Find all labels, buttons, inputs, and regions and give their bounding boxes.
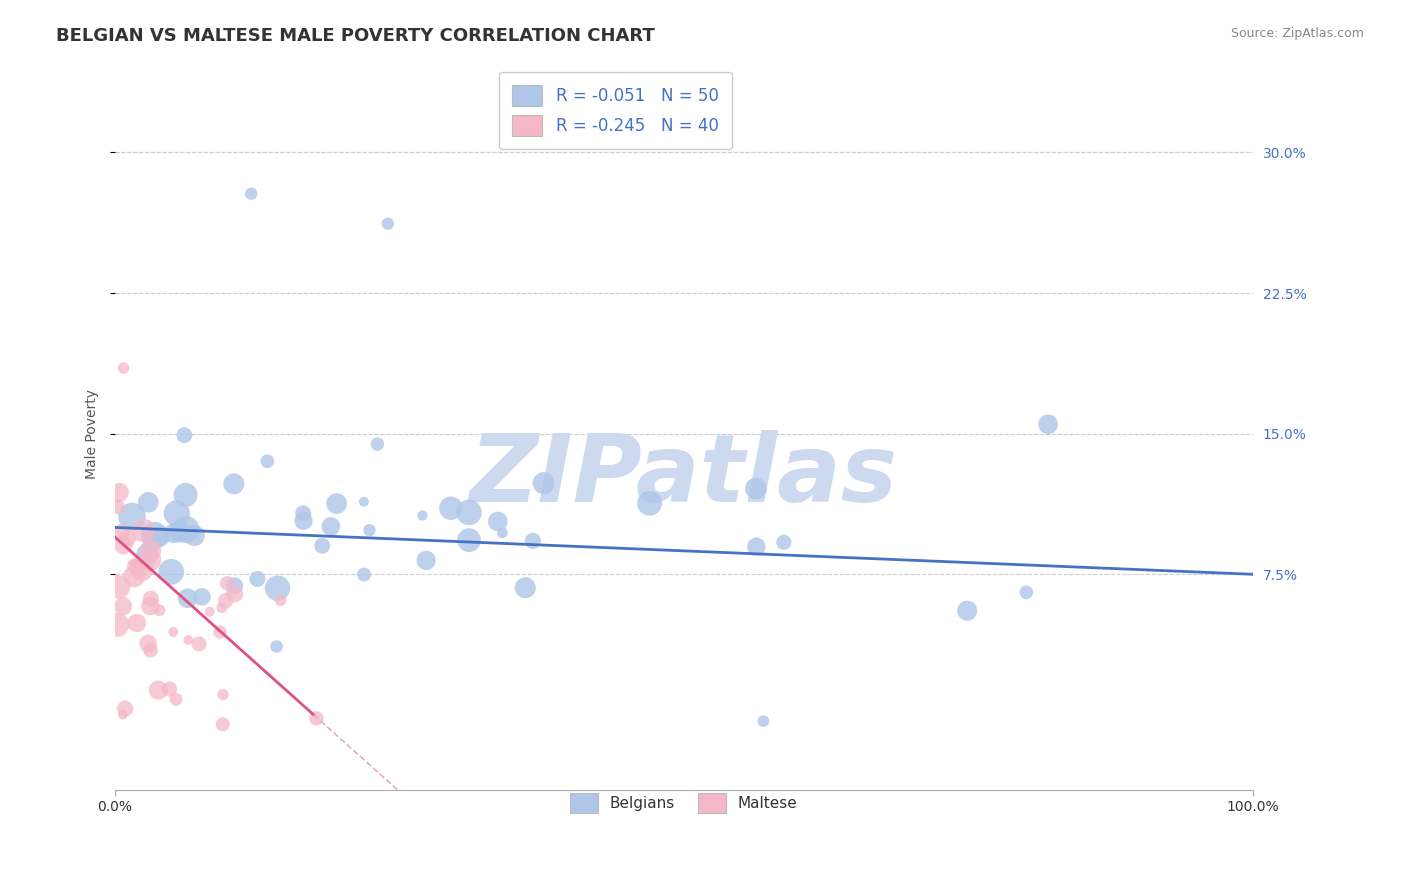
Point (136, 495, 159, 509)
Point (266, 581, 288, 595)
Point (222, 476, 245, 491)
Point (143, 528, 166, 542)
Point (377, 217, 399, 231)
Point (169, 524, 191, 539)
Point (111, 707, 134, 722)
Point (752, 714, 775, 728)
Point (270, 593, 292, 607)
Point (458, 505, 481, 519)
Point (163, 526, 186, 541)
Point (122, 558, 145, 573)
Point (121, 509, 143, 524)
Point (114, 701, 136, 715)
Point (166, 507, 188, 521)
Point (148, 683, 170, 698)
Point (131, 562, 153, 576)
Point (139, 543, 162, 558)
Point (1036, 417, 1059, 432)
Point (183, 528, 205, 542)
Point (111, 524, 134, 539)
Y-axis label: Male Poverty: Male Poverty (86, 389, 100, 479)
Point (359, 523, 381, 537)
Point (139, 643, 162, 657)
Point (211, 717, 233, 731)
Point (458, 533, 481, 548)
Point (176, 591, 198, 606)
Point (160, 565, 183, 579)
Point (198, 605, 221, 619)
Legend: Belgians, Maltese: Belgians, Maltese (558, 780, 810, 825)
Point (112, 538, 135, 552)
Text: BELGIAN VS MALTESE MALE POVERTY CORRELATION CHART: BELGIAN VS MALTESE MALE POVERTY CORRELAT… (56, 27, 655, 45)
Point (105, 618, 128, 632)
Point (266, 640, 288, 654)
Point (149, 529, 172, 543)
Point (745, 540, 768, 554)
Point (136, 636, 159, 650)
Point (127, 558, 149, 573)
Point (139, 599, 162, 614)
Point (217, 576, 239, 591)
Point (125, 615, 148, 630)
Point (319, 519, 342, 533)
Point (138, 553, 160, 567)
Point (292, 507, 315, 521)
Point (107, 580, 129, 594)
Point (224, 579, 246, 593)
Point (208, 625, 231, 640)
Point (136, 548, 159, 562)
Point (415, 553, 437, 567)
Point (111, 599, 134, 614)
Point (139, 591, 162, 606)
Point (353, 567, 375, 582)
Point (956, 604, 979, 618)
Point (411, 508, 433, 523)
Point (173, 428, 195, 442)
Point (366, 437, 388, 451)
Point (491, 525, 513, 540)
Point (745, 482, 768, 496)
Point (240, 186, 263, 201)
Point (638, 496, 661, 510)
Point (177, 632, 200, 647)
Point (522, 533, 544, 548)
Point (149, 603, 172, 617)
Point (211, 600, 233, 615)
Point (246, 572, 269, 586)
Point (174, 488, 197, 502)
Point (165, 692, 187, 706)
Point (191, 590, 214, 604)
Point (292, 514, 315, 528)
Point (188, 637, 211, 651)
Point (486, 515, 509, 529)
Point (112, 361, 135, 376)
Point (108, 485, 131, 500)
Point (159, 681, 181, 696)
Point (353, 494, 375, 508)
Point (772, 535, 794, 549)
Point (515, 581, 537, 595)
Point (162, 624, 184, 639)
Point (117, 531, 139, 545)
Point (107, 500, 129, 514)
Point (1015, 585, 1038, 599)
Point (214, 593, 236, 607)
Text: ZIPatlas: ZIPatlas (470, 431, 898, 523)
Point (440, 501, 463, 516)
Point (311, 539, 333, 553)
Point (174, 523, 197, 537)
Point (533, 476, 555, 491)
Text: Source: ZipAtlas.com: Source: ZipAtlas.com (1230, 27, 1364, 40)
Point (224, 587, 246, 601)
Point (132, 524, 155, 538)
Point (122, 569, 145, 583)
Point (305, 711, 328, 725)
Point (212, 688, 235, 702)
Point (325, 497, 347, 511)
Point (256, 454, 278, 468)
